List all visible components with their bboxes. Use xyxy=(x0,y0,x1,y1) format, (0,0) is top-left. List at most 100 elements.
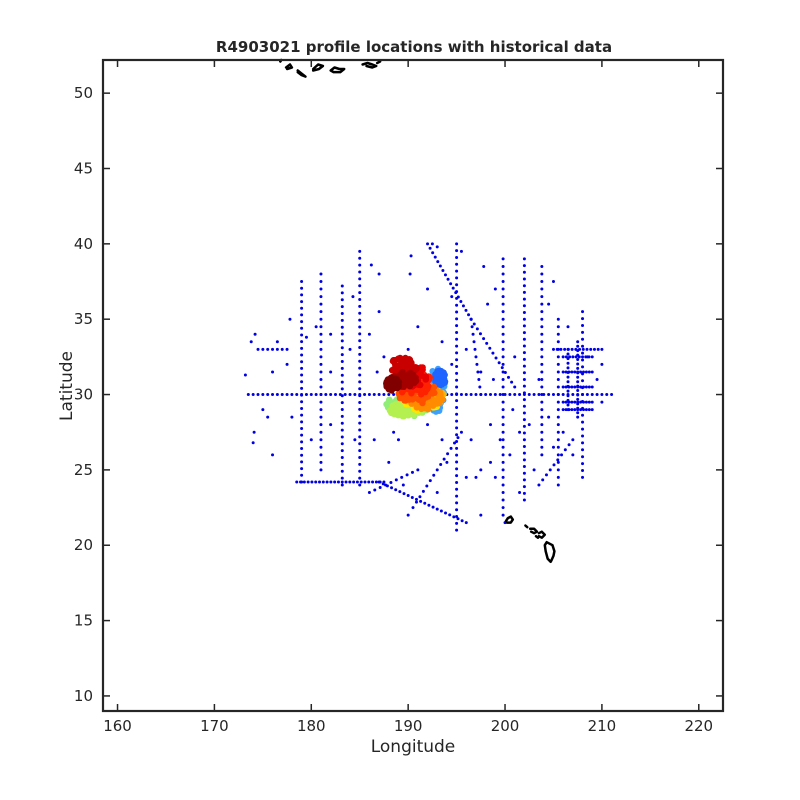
historical-point-1 xyxy=(251,393,255,397)
historical-point-571 xyxy=(576,415,580,419)
x-axis: 160 170 180 190 200 210 220 xyxy=(103,60,713,735)
historical-point-199 xyxy=(522,498,526,502)
historical-point-135 xyxy=(358,476,362,480)
historical-point-347 xyxy=(455,276,459,280)
historical-point-364 xyxy=(501,430,505,434)
historical-point-233 xyxy=(522,270,526,274)
historical-point-109 xyxy=(319,453,323,457)
profile-point-827 xyxy=(399,368,406,376)
historical-point-138 xyxy=(358,455,362,459)
historical-point-540 xyxy=(573,408,577,412)
historical-point-462 xyxy=(500,366,504,370)
historical-point-438 xyxy=(436,260,440,264)
historical-point-96 xyxy=(300,346,304,350)
historical-point-158 xyxy=(358,318,362,322)
historical-point-607 xyxy=(275,347,279,351)
historical-point-637 xyxy=(369,263,373,267)
axes-frame xyxy=(101,58,725,713)
historical-point-223 xyxy=(522,337,526,341)
historical-point-559 xyxy=(566,398,570,402)
historical-point-248 xyxy=(540,362,544,366)
historical-point-166 xyxy=(358,263,362,267)
historical-point-77 xyxy=(300,473,304,477)
historical-point-596 xyxy=(578,347,582,351)
historical-point-247 xyxy=(540,370,544,374)
historical-point-42 xyxy=(450,393,454,397)
historical-point-136 xyxy=(358,469,362,473)
historical-point-259 xyxy=(540,280,544,284)
historical-point-229 xyxy=(522,297,526,301)
historical-point-67 xyxy=(571,393,575,397)
historical-point-328 xyxy=(455,405,459,409)
profile-point-489 xyxy=(436,400,443,407)
historical-point-30 xyxy=(392,393,396,397)
historical-point-17 xyxy=(329,393,333,397)
historical-point-523 xyxy=(587,385,591,389)
historical-point-191 xyxy=(340,332,344,336)
historical-point-584 xyxy=(576,358,580,362)
profile-point-769 xyxy=(400,361,407,369)
historical-point-278 xyxy=(556,362,560,366)
historical-point-353 xyxy=(501,513,505,517)
historical-point-115 xyxy=(319,408,323,412)
historical-point-299 xyxy=(581,379,585,383)
historical-point-116 xyxy=(319,400,323,404)
historical-point-672 xyxy=(498,438,502,442)
historical-point-638 xyxy=(367,332,371,336)
historical-point-526 xyxy=(564,400,568,404)
historical-point-360 xyxy=(501,460,505,464)
historical-point-313 xyxy=(455,508,459,512)
historical-point-226 xyxy=(522,317,526,321)
historical-point-428 xyxy=(444,511,448,515)
historical-point-220 xyxy=(522,357,526,361)
historical-point-375 xyxy=(501,347,505,351)
historical-point-485 xyxy=(560,453,564,457)
historical-point-271 xyxy=(556,415,560,419)
historical-point-310 xyxy=(455,528,459,532)
historical-point-192 xyxy=(340,325,344,329)
historical-point-703 xyxy=(372,438,376,442)
historical-point-203 xyxy=(522,471,526,475)
coast-path-3 xyxy=(329,66,346,74)
historical-point-572 xyxy=(576,411,580,415)
historical-point-277 xyxy=(556,370,560,374)
historical-point-609 xyxy=(285,347,289,351)
historical-point-643 xyxy=(387,460,391,464)
historical-point-127 xyxy=(319,317,323,321)
historical-point-152 xyxy=(358,359,362,363)
historical-point-603 xyxy=(256,347,260,351)
historical-point-650 xyxy=(416,325,420,329)
historical-point-473 xyxy=(432,473,436,477)
historical-point-163 xyxy=(358,284,362,288)
historical-point-696 xyxy=(435,490,439,494)
historical-point-212 xyxy=(522,411,526,415)
historical-point-498 xyxy=(475,362,479,366)
historical-point-257 xyxy=(540,295,544,299)
historical-point-659 xyxy=(450,295,454,299)
historical-point-28 xyxy=(382,393,386,397)
historical-point-661 xyxy=(464,347,468,351)
historical-point-340 xyxy=(455,324,459,328)
historical-point-702 xyxy=(353,438,357,442)
historical-point-181 xyxy=(340,401,344,405)
historical-point-228 xyxy=(522,304,526,308)
historical-point-517 xyxy=(570,385,574,389)
historical-point-8 xyxy=(285,393,289,397)
historical-point-343 xyxy=(455,303,459,307)
historical-point-568 xyxy=(566,357,570,361)
historical-point-99 xyxy=(300,326,304,330)
historical-point-420 xyxy=(410,495,414,499)
historical-point-685 xyxy=(551,445,555,449)
historical-point-623 xyxy=(252,430,256,434)
historical-point-222 xyxy=(522,344,526,348)
profile-point-486 xyxy=(427,401,435,409)
historical-point-520 xyxy=(579,385,583,389)
historical-point-168 xyxy=(358,249,362,253)
historical-point-352 xyxy=(455,242,459,246)
historical-point-514 xyxy=(561,385,565,389)
historical-point-475 xyxy=(439,463,443,467)
historical-point-495 xyxy=(472,340,476,344)
historical-point-326 xyxy=(455,419,459,423)
historical-point-622 xyxy=(253,332,257,336)
historical-point-235 xyxy=(522,257,526,261)
